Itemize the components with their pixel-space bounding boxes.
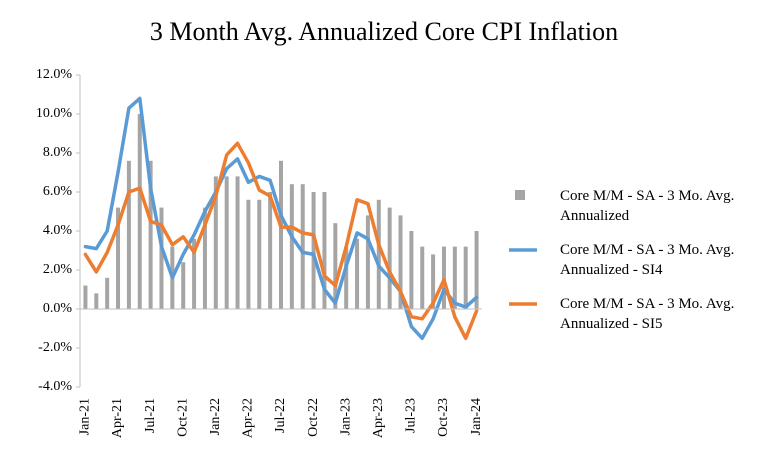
bar [333, 223, 338, 309]
bar [159, 207, 164, 309]
x-tick-label: Apr-21 [110, 398, 125, 438]
bar [148, 160, 153, 309]
bar [474, 231, 479, 309]
bar [398, 215, 403, 309]
bar [322, 192, 327, 309]
bar [202, 207, 207, 309]
bar [268, 192, 273, 309]
x-tick-label: Oct-21 [175, 398, 190, 437]
chart-title: 3 Month Avg. Annualized Core CPI Inflati… [150, 17, 618, 46]
x-tick-label: Oct-22 [306, 398, 321, 437]
bar [441, 246, 446, 309]
bar [452, 246, 457, 309]
y-tick-label: 2.0% [43, 262, 73, 277]
bar [257, 199, 262, 309]
bar [289, 184, 294, 309]
bar [300, 184, 305, 309]
bar [344, 246, 349, 309]
bar [376, 199, 381, 309]
line [83, 141, 479, 341]
x-tick-label: Jan-21 [78, 398, 93, 435]
bar [409, 231, 414, 309]
bar [420, 246, 425, 309]
bar [94, 293, 99, 309]
bar [192, 238, 197, 309]
bar [105, 277, 110, 309]
x-tick-label: Oct-23 [436, 398, 451, 437]
bar [224, 176, 229, 309]
bar [116, 207, 121, 309]
x-tick-label: Jul-23 [404, 398, 419, 433]
bar [126, 160, 131, 309]
x-tick-label: Jan-22 [208, 398, 223, 435]
y-tick-label: 10.0% [36, 106, 73, 121]
line [83, 96, 479, 341]
bar [137, 114, 142, 309]
legend-label: Core M/M - SA - 3 Mo. Avg. Annualized - … [560, 242, 735, 278]
x-tick-label: Jul-22 [273, 398, 288, 433]
bar [181, 262, 186, 309]
bar [83, 285, 88, 309]
legend-swatch [515, 190, 525, 200]
y-tick-label: 4.0% [43, 223, 73, 238]
bar [246, 199, 251, 309]
bar [387, 207, 392, 309]
x-tick-label: Jan-23 [338, 398, 353, 435]
y-tick-label: 8.0% [43, 145, 73, 160]
bar [311, 192, 316, 309]
y-tick-label: 6.0% [43, 184, 73, 199]
bar [355, 238, 360, 309]
legend-label: Core M/M - SA - 3 Mo. Avg. Annualized - … [560, 296, 735, 332]
bar [279, 160, 283, 309]
bar [235, 176, 240, 309]
y-tick-label: 0.0% [43, 301, 73, 316]
bar [431, 254, 436, 309]
legend-label: Core M/M - SA - 3 Mo. Avg. Annualized [560, 188, 735, 224]
x-tick-label: Jan-24 [469, 398, 484, 435]
x-tick-label: Apr-23 [371, 398, 386, 438]
bar [213, 176, 218, 309]
y-tick-label: -2.0% [38, 340, 72, 355]
bar [365, 215, 370, 309]
y-tick-label: -4.0% [38, 379, 72, 394]
y-tick-label: 12.0% [36, 67, 73, 82]
x-tick-label: Jul-21 [143, 398, 158, 433]
x-tick-label: Apr-22 [241, 398, 256, 438]
bar [463, 246, 468, 309]
